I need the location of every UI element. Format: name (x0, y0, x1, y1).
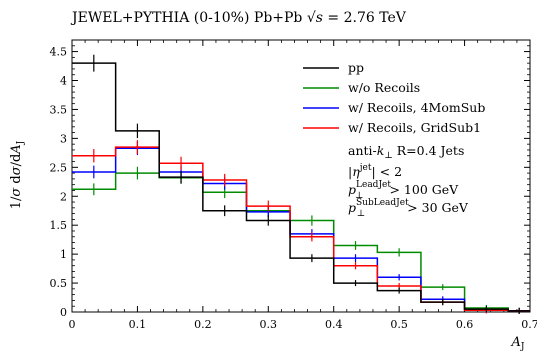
x-axis-label: AJ (511, 335, 525, 352)
eta-cut-label: |ηjet| < 2 (348, 163, 402, 179)
y-axis-label: 1/σ dσ/dAJ (9, 140, 26, 209)
series-w-o-recoils (72, 166, 530, 314)
x-tick-label: 0.1 (129, 318, 147, 331)
legend-label: pp (348, 60, 364, 75)
y-tick-label: 4.5 (50, 46, 68, 59)
axis-tick-labels: 0 0.1 0.2 0.3 0.4 0.5 0.6 0.7 0 0.5 1 1.5 2 2.5 3 3.5 4 4… (50, 46, 537, 331)
y-tick-label: 2.5 (50, 161, 68, 174)
legend-label: w/ Recoils, 4MomSub (348, 100, 485, 115)
series-w-recoils-4momsub (72, 141, 530, 314)
jet-algo-label: anti-k⊥ R=0.4 Jets (348, 143, 464, 161)
axis-ticks (71, 40, 531, 313)
x-tick-label: 0.3 (260, 318, 278, 331)
y-tick-label: 2 (60, 190, 67, 203)
x-tick-label: 0.7 (521, 318, 537, 331)
y-tick-label: 0.5 (50, 277, 68, 290)
legend-item: pp (303, 60, 364, 75)
y-tick-label: 0 (60, 306, 67, 319)
x-tick-label: 0.2 (194, 318, 212, 331)
legend-label: w/ Recoils, GridSub1 (348, 120, 481, 135)
x-tick-label: 0 (69, 318, 76, 331)
y-tick-label: 3.5 (50, 103, 68, 116)
x-tick-label: 0.6 (456, 318, 474, 331)
legend-item: w/ Recoils, GridSub1 (303, 120, 481, 135)
x-tick-label: 0.5 (390, 318, 408, 331)
series-pp (72, 54, 530, 314)
chart-title: JEWEL+PYTHIA (0-10%) Pb+Pb √s = 2.76 TeV (70, 10, 407, 26)
y-tick-label: 4 (60, 75, 67, 88)
legend: pp w/o Recoils w/ Recoils, 4MomSub w/ Recoi… (303, 60, 485, 135)
histogram-line (72, 146, 530, 312)
y-tick-label: 1 (60, 248, 67, 261)
legend-label: w/o Recoils (348, 80, 420, 95)
legend-item: w/o Recoils (303, 80, 420, 95)
x-tick-label: 0.4 (325, 318, 343, 331)
lead-pt-cut-label: pLeadJet ⊥ > 100 GeV (348, 180, 459, 201)
sublead-pt-cut-label: pSubLeadJet ⊥ > 30 GeV (348, 198, 469, 219)
cut-annotations: anti-k⊥ R=0.4 Jets |ηjet| < 2 pLeadJet ⊥ >… (348, 143, 469, 219)
legend-item: w/ Recoils, 4MomSub (303, 100, 485, 115)
plot-frame (71, 39, 531, 313)
y-tick-label: 3 (60, 132, 67, 145)
histogram-line (72, 172, 530, 312)
y-tick-label: 1.5 (50, 219, 68, 232)
histogram-series (72, 54, 530, 314)
